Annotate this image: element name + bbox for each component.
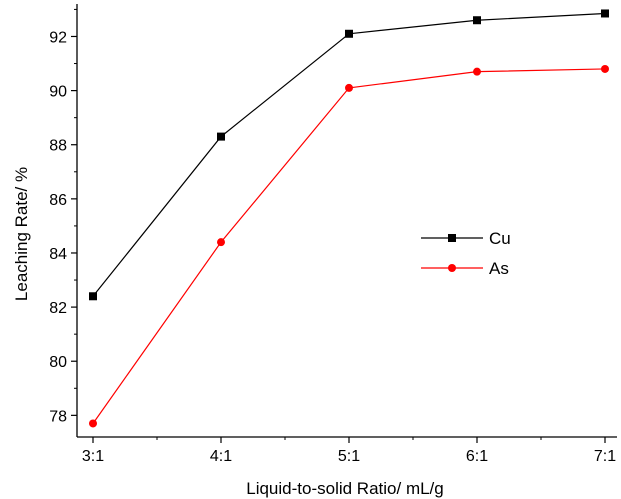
axes bbox=[76, 4, 617, 438]
data-point-as bbox=[217, 238, 225, 247]
y-tick-label: 82 bbox=[49, 300, 67, 317]
legend-marker-as bbox=[448, 264, 456, 272]
ticks: 78 80 82 84 86 88 90 92 3:1 4:1 5:1 6:1 7:1 bbox=[49, 8, 616, 465]
x-tick-label: 3:1 bbox=[82, 448, 104, 465]
legend: Cu As bbox=[421, 229, 511, 278]
series-line-cu bbox=[92, 12, 606, 297]
data-point-cu bbox=[601, 9, 609, 18]
x-tick-label: 4:1 bbox=[210, 448, 232, 465]
data-point-as bbox=[473, 67, 481, 76]
series-cu bbox=[89, 9, 609, 301]
y-tick-label: 80 bbox=[49, 354, 67, 371]
legend-item-as: As bbox=[421, 259, 509, 278]
y-tick-label: 88 bbox=[49, 138, 67, 155]
data-point-cu bbox=[217, 132, 225, 141]
legend-marker-cu bbox=[448, 234, 456, 242]
y-tick-label: 86 bbox=[49, 192, 67, 209]
series-as bbox=[89, 64, 609, 428]
series-line-as bbox=[92, 68, 606, 424]
series bbox=[89, 9, 609, 428]
x-tick-label: 6:1 bbox=[466, 448, 488, 465]
data-point-cu bbox=[89, 292, 97, 301]
legend-label-as: As bbox=[489, 259, 509, 278]
x-axis-title: Liquid-to-solid Ratio/ mL/g bbox=[246, 479, 443, 498]
y-tick-label: 78 bbox=[49, 408, 67, 425]
legend-label-cu: Cu bbox=[489, 229, 511, 248]
x-tick-label: 5:1 bbox=[338, 448, 360, 465]
data-point-as bbox=[89, 419, 97, 428]
y-tick-label: 84 bbox=[49, 246, 67, 263]
data-point-cu bbox=[473, 16, 481, 25]
y-axis-title: Leaching Rate/ % bbox=[12, 167, 31, 301]
y-tick-label: 92 bbox=[49, 29, 67, 46]
legend-item-cu: Cu bbox=[421, 229, 511, 248]
y-tick-label: 90 bbox=[49, 84, 67, 101]
data-point-as bbox=[601, 64, 609, 73]
x-tick-label: 7:1 bbox=[594, 448, 616, 465]
data-point-as bbox=[345, 83, 353, 92]
data-point-cu bbox=[345, 29, 353, 38]
